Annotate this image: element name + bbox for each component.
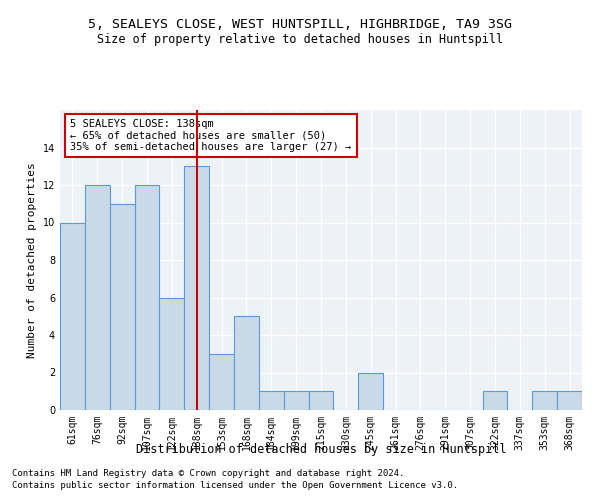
Bar — [209, 354, 234, 410]
Text: Size of property relative to detached houses in Huntspill: Size of property relative to detached ho… — [97, 32, 503, 46]
Bar — [557, 391, 582, 410]
Bar — [160, 298, 184, 410]
Bar — [532, 391, 557, 410]
Bar — [110, 204, 134, 410]
Bar — [60, 222, 85, 410]
Bar — [284, 391, 308, 410]
Text: Contains public sector information licensed under the Open Government Licence v3: Contains public sector information licen… — [12, 481, 458, 490]
Text: Contains HM Land Registry data © Crown copyright and database right 2024.: Contains HM Land Registry data © Crown c… — [12, 468, 404, 477]
Bar — [308, 391, 334, 410]
Y-axis label: Number of detached properties: Number of detached properties — [27, 162, 37, 358]
Bar — [482, 391, 508, 410]
Text: Distribution of detached houses by size in Huntspill: Distribution of detached houses by size … — [136, 442, 506, 456]
Bar — [259, 391, 284, 410]
Bar — [184, 166, 209, 410]
Bar — [134, 185, 160, 410]
Text: 5, SEALEYS CLOSE, WEST HUNTSPILL, HIGHBRIDGE, TA9 3SG: 5, SEALEYS CLOSE, WEST HUNTSPILL, HIGHBR… — [88, 18, 512, 30]
Bar — [85, 185, 110, 410]
Bar — [358, 372, 383, 410]
Bar — [234, 316, 259, 410]
Text: 5 SEALEYS CLOSE: 138sqm
← 65% of detached houses are smaller (50)
35% of semi-de: 5 SEALEYS CLOSE: 138sqm ← 65% of detache… — [70, 119, 352, 152]
